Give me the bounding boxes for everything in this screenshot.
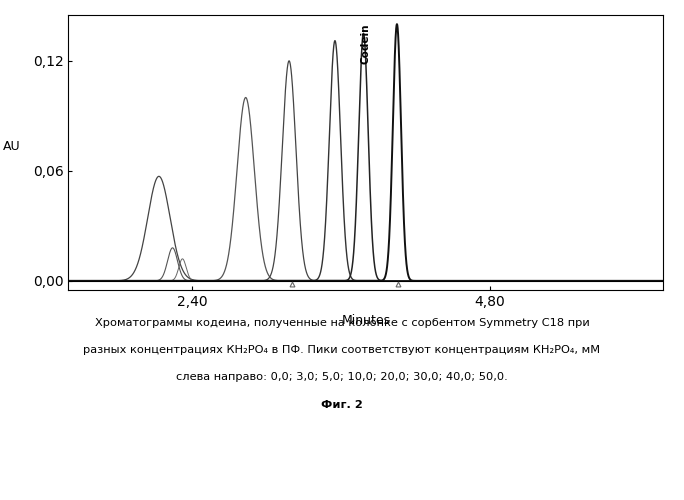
Text: Фиг. 2: Фиг. 2 <box>321 400 363 410</box>
Text: разных концентрациях КН₂РО₄ в ПФ. Пики соответствуют концентрациям КН₂РО₄, мМ: разных концентрациях КН₂РО₄ в ПФ. Пики с… <box>83 345 601 355</box>
Text: Codein: Codein <box>361 24 371 64</box>
Text: Хроматограммы кодеина, полученные на колонке с сорбентом Symmetry C18 при: Хроматограммы кодеина, полученные на кол… <box>94 318 590 328</box>
Y-axis label: AU: AU <box>3 140 21 152</box>
Text: слева направо: 0,0; 3,0; 5,0; 10,0; 20,0; 30,0; 40,0; 50,0.: слева направо: 0,0; 3,0; 5,0; 10,0; 20,0… <box>176 372 508 382</box>
X-axis label: Minutes: Minutes <box>341 314 391 328</box>
